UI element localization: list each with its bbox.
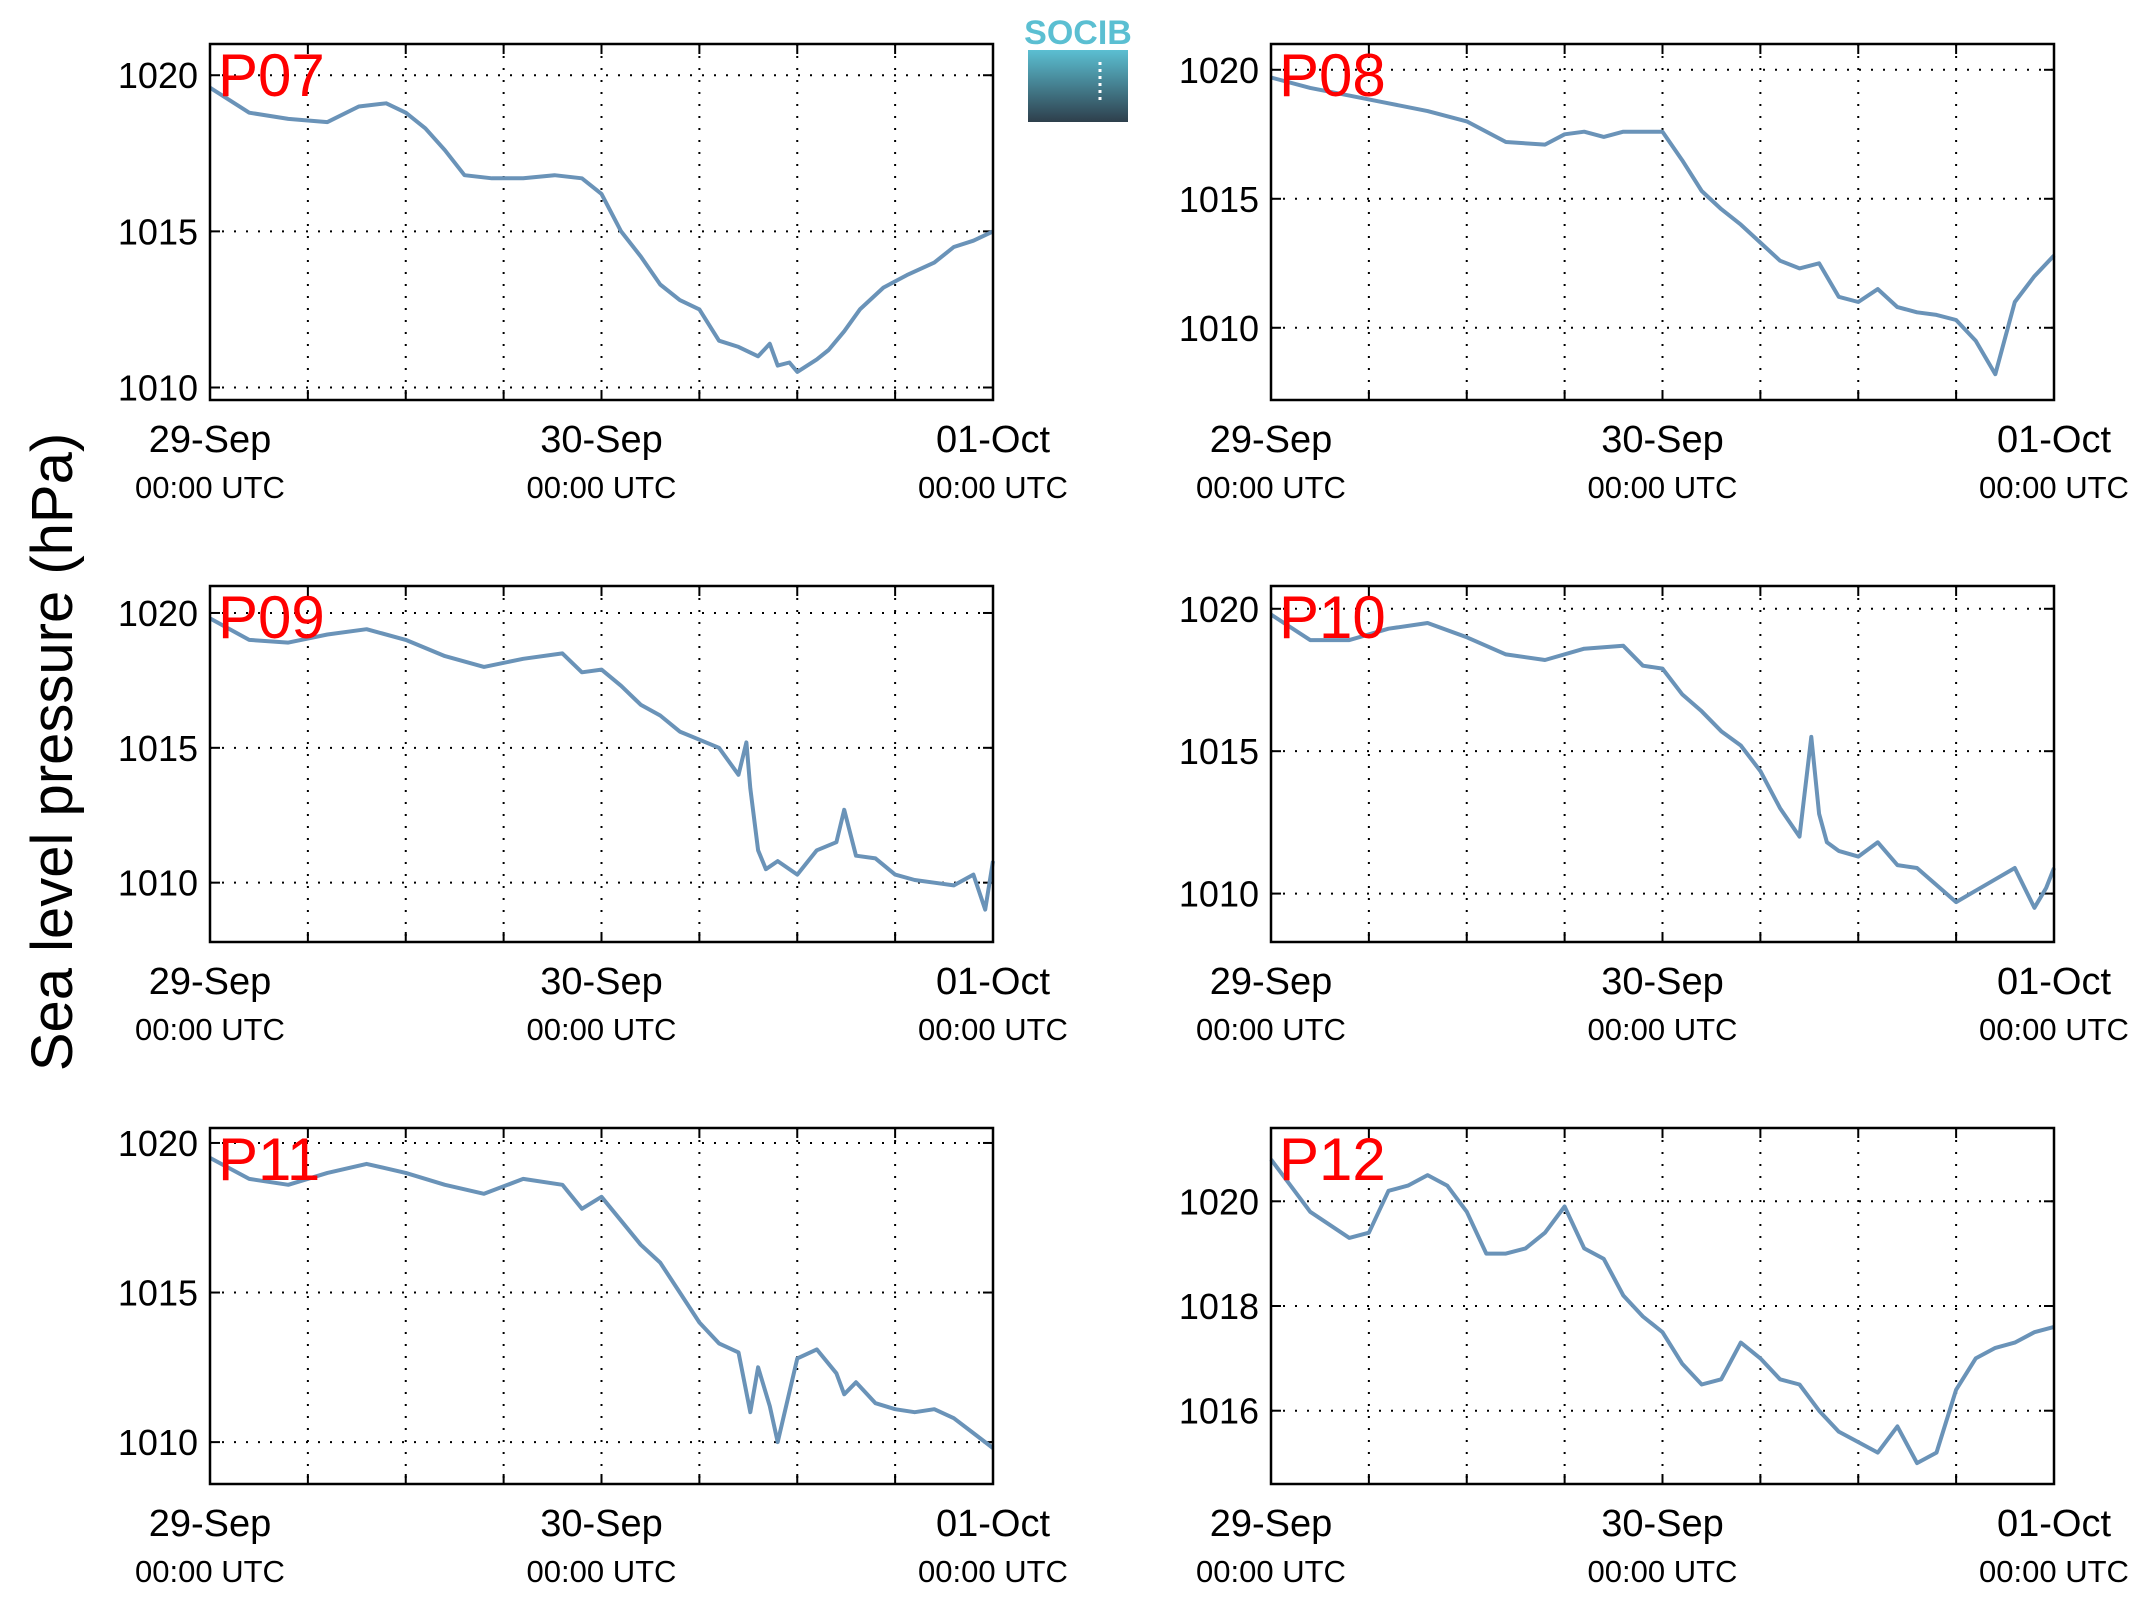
x-tick-label-time: 00:00 UTC [527,1554,677,1589]
series-line-p07 [208,86,994,374]
y-tick-label: 1015 [1179,179,1259,220]
y-tick-label: 1016 [1179,1391,1259,1432]
x-tick-label-date: 29-Sep [149,1503,272,1545]
y-tick-label: 1020 [118,1123,198,1164]
x-tick-label-time: 00:00 UTC [1588,470,1738,505]
x-tick-label-date: 01-Oct [936,1503,1050,1545]
y-tick-label: 1010 [118,368,198,409]
series-line-p12 [1269,1158,2055,1466]
y-tick-label: 1010 [118,1422,198,1463]
x-tick-label-date: 29-Sep [149,961,272,1003]
panel-p10: 1010 1015 1020 29-Sep 00:00 UTC 30-Sep 00:00 U… [1179,584,2129,1047]
y-tick-label: 1018 [1179,1286,1259,1327]
socib-logo: SOCIB [1024,14,1132,122]
x-tick-label-time: 00:00 UTC [527,470,677,505]
station-label: P08 [1279,42,1386,109]
x-tick-label-time: 00:00 UTC [1979,470,2129,505]
station-label: P10 [1279,584,1386,651]
x-tick-label-date: 01-Oct [1997,1503,2111,1545]
x-tick-label-date: 30-Sep [1601,1503,1724,1545]
y-tick-label: 1015 [118,211,198,252]
x-tick-label-date: 01-Oct [1997,961,2111,1003]
x-tick-label-time: 00:00 UTC [527,1012,677,1047]
station-label: P11 [218,1126,320,1193]
station-label: P12 [1279,1126,1386,1193]
x-tick-label-time: 00:00 UTC [1196,470,1346,505]
x-tick-label-date: 01-Oct [936,961,1050,1003]
x-tick-label-date: 30-Sep [1601,961,1724,1003]
station-label: P07 [218,42,325,109]
y-tick-label: 1015 [118,1273,198,1314]
x-tick-label-date: 29-Sep [1210,961,1333,1003]
y-tick-label: 1020 [118,55,198,96]
x-tick-label-time: 00:00 UTC [1196,1554,1346,1589]
y-tick-label: 1010 [1179,874,1259,915]
x-tick-label-time: 00:00 UTC [135,1012,285,1047]
plot-frame [208,42,995,402]
panel-p11: 1010 1015 1020 29-Sep 00:00 UTC 30-Sep 00:00 U… [118,1123,1068,1589]
x-tick-label-time: 00:00 UTC [135,1554,285,1589]
x-tick-label-time: 00:00 UTC [1588,1554,1738,1589]
y-tick-label: 1020 [118,593,198,634]
y-tick-label: 1010 [118,863,198,904]
x-tick-label-date: 29-Sep [1210,419,1333,461]
series-line-p09 [209,616,995,912]
x-tick-label-date: 30-Sep [540,961,663,1003]
y-tick-label: 1020 [1179,589,1259,630]
x-tick-label-date: 29-Sep [1210,1503,1333,1545]
series-line-p10 [1269,612,2056,910]
plot-frame [1269,1126,2056,1486]
x-tick-label-time: 00:00 UTC [135,470,285,505]
x-tick-label-date: 01-Oct [936,419,1050,461]
x-tick-label-time: 00:00 UTC [1979,1554,2129,1589]
x-tick-label-date: 29-Sep [149,419,272,461]
y-tick-label: 1020 [1179,50,1259,91]
y-tick-label: 1015 [118,728,198,769]
socib-logo-text: SOCIB [1024,14,1132,52]
x-tick-label-time: 00:00 UTC [1979,1012,2129,1047]
x-tick-label-time: 00:00 UTC [918,1554,1068,1589]
panel-p08: 1010 1015 1020 29-Sep 00:00 UTC 30-Sep 00:00 U… [1179,42,2129,505]
plot-frame [208,1126,995,1486]
x-tick-label-time: 00:00 UTC [918,470,1068,505]
plot-frame [1269,42,2056,402]
x-tick-label-date: 30-Sep [540,419,663,461]
socib-logo-mark [1028,50,1128,122]
plot-frame [208,584,995,944]
panels-container: 1010 1015 1020 29-Sep 00:00 UTC 30-Sep 00:00 U… [118,42,2129,1589]
y-tick-label: 1015 [1179,731,1259,772]
x-tick-label-time: 00:00 UTC [918,1012,1068,1047]
x-tick-label-date: 30-Sep [540,1503,663,1545]
y-tick-label: 1020 [1179,1181,1259,1222]
plot-frame [1269,584,2056,944]
y-axis-label: Sea level pressure (hPa) [20,433,85,1071]
x-tick-label-time: 00:00 UTC [1196,1012,1346,1047]
x-tick-label-date: 30-Sep [1601,419,1724,461]
x-tick-label-date: 01-Oct [1997,419,2111,461]
panel-p07: 1010 1015 1020 29-Sep 00:00 UTC 30-Sep 00:00 U… [118,42,1068,505]
series-line-p08 [1270,75,2056,377]
station-label: P09 [218,584,325,651]
y-tick-label: 1010 [1179,308,1259,349]
panel-p12: 1016 1018 1020 29-Sep 00:00 UTC 30-Sep 00:00 U… [1179,1126,2129,1589]
panel-p09: 1010 1015 1020 29-Sep 00:00 UTC 30-Sep 00:00 U… [118,584,1068,1047]
series-line-p11 [209,1156,995,1450]
x-tick-label-time: 00:00 UTC [1588,1012,1738,1047]
